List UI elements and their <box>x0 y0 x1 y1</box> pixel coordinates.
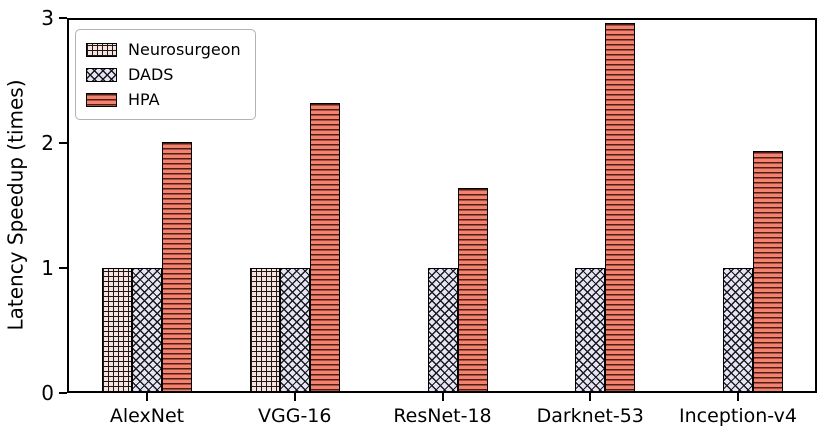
bar-dads-vgg-16 <box>279 268 310 393</box>
bar-dads-darknet-53 <box>575 268 606 393</box>
y-tick-label: 0 <box>41 381 54 405</box>
x-tick-label-darknet-53: Darknet-53 <box>536 405 644 427</box>
x-tick-mark <box>146 393 148 401</box>
x-tick-label-alexnet: AlexNet <box>109 405 185 427</box>
plot-area: Neurosurgeon DADS HPA <box>67 18 817 393</box>
legend: Neurosurgeon DADS HPA <box>75 29 256 120</box>
y-tick-mark <box>59 267 67 269</box>
bar-dads-alexnet <box>132 268 162 393</box>
x-tick-mark <box>737 393 739 401</box>
legend-entry-hpa: HPA <box>86 87 241 112</box>
bar-neurosurgeon-alexnet <box>102 268 132 393</box>
bar-dads-resnet-18 <box>427 268 458 393</box>
x-tick-mark <box>441 393 444 401</box>
x-tick-mark <box>589 393 592 401</box>
y-tick-mark <box>59 17 67 19</box>
legend-swatch-horizontal-icon <box>86 92 117 107</box>
x-tick-label-inception-v4: Inception-v4 <box>679 405 797 427</box>
legend-swatch-grid-icon <box>86 42 117 57</box>
bar-hpa-resnet-18 <box>457 188 488 393</box>
y-axis-label: Latency Speedup (times) <box>3 79 28 331</box>
legend-label: DADS <box>128 64 174 84</box>
x-tick-mark <box>293 393 296 401</box>
bar-neurosurgeon-vgg-16 <box>249 268 280 393</box>
y-tick-label: 1 <box>41 256 54 280</box>
legend-swatch-cross-icon <box>86 67 117 82</box>
y-tick-mark <box>59 392 67 394</box>
bar-dads-inception-v4 <box>723 268 753 393</box>
bar-hpa-vgg-16 <box>309 103 340 393</box>
x-tick-label-vgg-16: VGG-16 <box>258 405 332 427</box>
y-tick-label: 3 <box>41 6 54 30</box>
legend-entry-dads: DADS <box>86 62 241 87</box>
legend-label: Neurosurgeon <box>128 39 241 59</box>
y-tick-label: 2 <box>41 131 54 155</box>
x-tick-label-resnet-18: ResNet-18 <box>393 405 492 427</box>
y-tick-mark <box>59 142 67 144</box>
legend-entry-neurosurgeon: Neurosurgeon <box>86 37 241 62</box>
bar-hpa-darknet-53 <box>605 23 636 393</box>
bar-hpa-alexnet <box>162 141 192 393</box>
bar-hpa-inception-v4 <box>753 150 783 393</box>
legend-label: HPA <box>128 89 160 109</box>
